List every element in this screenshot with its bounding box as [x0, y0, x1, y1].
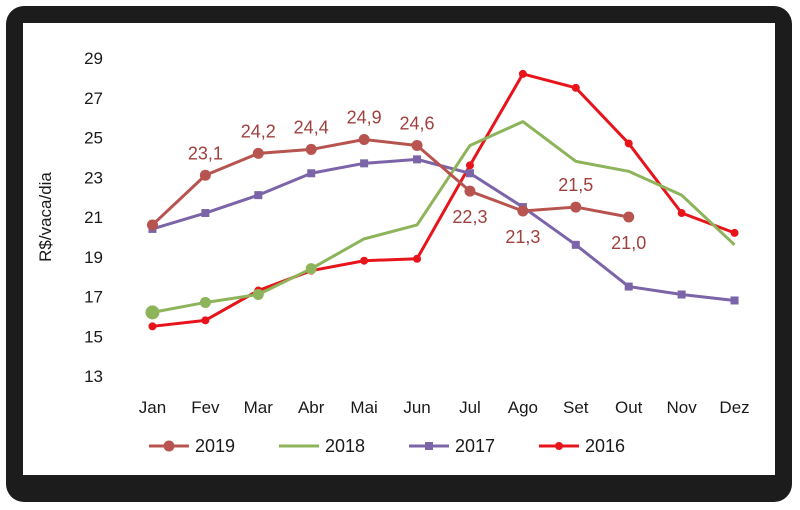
data-point	[358, 133, 370, 145]
data-point	[305, 263, 317, 275]
data-point	[199, 169, 211, 181]
x-tick-label: Fev	[191, 398, 220, 417]
data-point	[201, 316, 210, 325]
y-tick-label: 29	[84, 49, 103, 68]
data-point	[570, 201, 582, 213]
legend-item-2016: 2016	[539, 436, 625, 456]
line-chart: 13 15 17 19 21 23 25 27 29 Jan Fev Mar Abr Mai Jun Jul…	[36, 49, 750, 456]
legend-item-2017: 2017	[409, 436, 495, 456]
data-point	[730, 296, 739, 305]
x-tick-label: Set	[563, 398, 589, 417]
y-tick-label: 17	[84, 288, 103, 307]
data-point	[517, 205, 529, 217]
data-point	[360, 159, 369, 168]
data-point	[252, 147, 264, 159]
data-label-2019: 24,2	[241, 121, 276, 141]
legend-marker	[425, 442, 433, 450]
y-tick-label: 19	[84, 248, 103, 267]
x-axis: Jan Fev Mar Abr Mai Jun Jul Ago Set Out Nov Dez	[139, 398, 750, 417]
data-label-2019: 21,3	[505, 227, 540, 247]
data-point	[360, 256, 369, 265]
chart-panel: 13 15 17 19 21 23 25 27 29 Jan Fev Mar Abr Mai Jun Jul…	[23, 23, 775, 475]
data-point	[307, 169, 316, 178]
series-2019	[146, 133, 635, 231]
series-line-2017	[152, 157, 735, 302]
data-label-2019: 21,5	[558, 175, 593, 195]
data-point	[624, 139, 633, 148]
data-label-2019: 21,0	[611, 233, 646, 253]
series-2018	[145, 120, 736, 320]
y-tick-label: 23	[84, 168, 103, 187]
data-point	[464, 185, 476, 197]
series-line-2019	[151, 137, 629, 227]
legend-label: 2018	[325, 436, 365, 456]
x-tick-label: Dez	[719, 398, 749, 417]
legend-marker	[163, 440, 175, 452]
x-tick-label: Jun	[403, 398, 430, 417]
legend-label: 2017	[455, 436, 495, 456]
data-point	[730, 228, 739, 237]
data-point	[411, 139, 423, 151]
data-point	[624, 282, 633, 291]
data-point	[413, 254, 422, 263]
legend-label: 2019	[195, 436, 235, 456]
data-label-2019: 24,9	[347, 107, 382, 127]
data-point	[677, 290, 686, 299]
data-point	[413, 155, 422, 164]
x-tick-label: Jul	[459, 398, 481, 417]
legend-item-2019: 2019	[149, 436, 235, 456]
data-point	[518, 69, 527, 78]
data-point	[201, 209, 210, 218]
data-point	[146, 219, 158, 231]
x-tick-label: Mar	[244, 398, 274, 417]
y-tick-label: 15	[84, 327, 103, 346]
data-point	[465, 169, 474, 178]
x-tick-label: Ago	[508, 398, 538, 417]
y-tick-label: 13	[84, 367, 103, 386]
legend-item-2018: 2018	[279, 436, 365, 456]
y-tick-label: 25	[84, 129, 103, 148]
data-labels: 23,1 24,2 24,4 24,9 24,6 22,3 21,3 21,5 21,0	[188, 107, 646, 253]
data-point	[145, 305, 160, 320]
series-line-2018	[152, 120, 736, 314]
y-tick-label: 21	[84, 208, 103, 227]
x-tick-label: Abr	[298, 398, 325, 417]
y-axis-label: R$/vaca/dia	[36, 172, 55, 262]
legend-label: 2016	[585, 436, 625, 456]
data-point	[571, 83, 580, 92]
data-point	[254, 191, 263, 200]
series-group	[145, 69, 739, 331]
data-point	[199, 296, 211, 308]
legend: 2019 2018 2017 2016	[149, 436, 625, 456]
y-axis: 13 15 17 19 21 23 25 27 29	[84, 49, 103, 386]
x-tick-label: Mai	[350, 398, 377, 417]
chart-frame: 13 15 17 19 21 23 25 27 29 Jan Fev Mar Abr Mai Jun Jul…	[6, 6, 792, 502]
data-point	[677, 209, 686, 218]
series-2017	[148, 155, 739, 305]
data-point	[148, 322, 157, 331]
data-label-2019: 22,3	[452, 207, 487, 227]
data-label-2019: 24,6	[400, 113, 435, 133]
y-tick-label: 27	[84, 89, 103, 108]
data-point	[465, 161, 474, 170]
legend-marker	[555, 442, 563, 450]
data-point	[571, 240, 580, 249]
x-tick-label: Jan	[139, 398, 166, 417]
data-point	[252, 289, 264, 301]
data-label-2019: 23,1	[188, 143, 223, 163]
data-point	[305, 143, 317, 155]
data-label-2019: 24,4	[294, 117, 329, 137]
data-point	[623, 211, 635, 223]
x-tick-label: Nov	[667, 398, 698, 417]
x-tick-label: Out	[615, 398, 643, 417]
